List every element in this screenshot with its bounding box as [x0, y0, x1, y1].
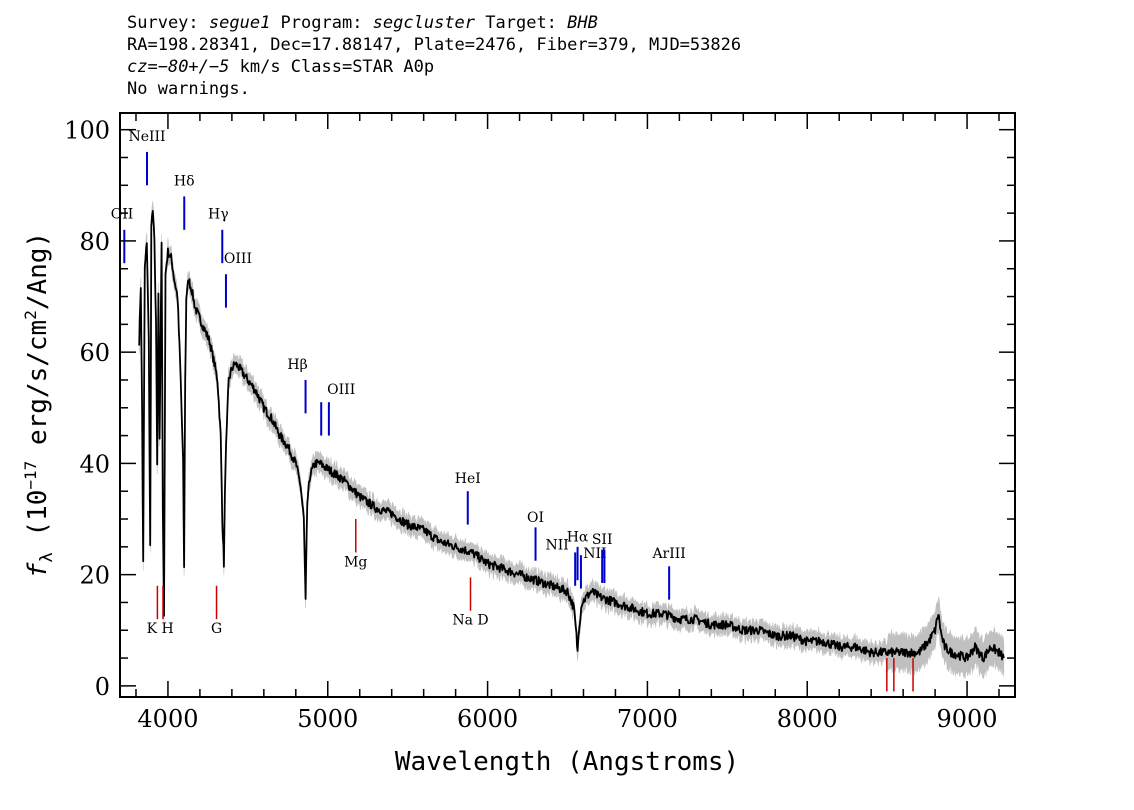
- program-value: segcluster: [372, 13, 476, 33]
- absorption-line-label: G: [211, 621, 222, 637]
- header-line-survey: Survey: segue1 Program: segcluster Targe…: [127, 12, 741, 34]
- x-tick-label: 5000: [297, 705, 358, 733]
- x-tick-label: 9000: [937, 705, 998, 733]
- emission-line-label: Hγ: [208, 207, 229, 223]
- x-axis-title: Wavelength (Angstroms): [395, 747, 739, 777]
- y-tick-label: 20: [79, 562, 110, 590]
- emission-line-label: Hβ: [287, 357, 307, 373]
- y-title-ang: /Ang): [23, 232, 53, 310]
- spectrum-header: Survey: segue1 Program: segcluster Targe…: [127, 12, 741, 100]
- emission-line-label: NII: [583, 546, 606, 562]
- spectrum-series: [138, 210, 1005, 663]
- emission-line-label: OIII: [224, 251, 252, 267]
- cz-class: km/s Class=STAR A0p: [229, 57, 435, 77]
- target-value: BHB: [567, 13, 598, 33]
- spectral-line-markers: OIINeIIIHδHγOIIIHβOIIIHeIOINIIHαNIISIIAr…: [111, 129, 914, 692]
- emission-line-label: Hδ: [174, 173, 195, 189]
- survey-label: Survey:: [127, 13, 209, 33]
- absorption-line-label: Mg: [344, 554, 367, 570]
- x-tick-label: 8000: [777, 705, 838, 733]
- emission-line-label: HeI: [455, 471, 481, 487]
- emission-line-label: OI: [527, 510, 544, 526]
- error-band: [138, 201, 1005, 680]
- cz-value: −80+/−5: [157, 57, 230, 77]
- emission-line-label: OIII: [327, 382, 355, 398]
- spectrum-line: [138, 210, 1005, 663]
- header-line-warnings: No warnings.: [127, 79, 250, 99]
- error-band-area: [138, 201, 1005, 680]
- target-label: Target:: [475, 13, 568, 33]
- header-line-redshift: cz=−80+/−5 km/s Class=STAR A0p: [127, 56, 741, 78]
- y-tick-label: 60: [79, 339, 110, 367]
- y-title-f: f: [23, 562, 53, 578]
- y-tick-label: 80: [79, 228, 110, 256]
- emission-line-label: OII: [111, 207, 134, 223]
- plot-frame: [119, 112, 1016, 698]
- axis-ticks: 4000 5000 6000 7000 8000 9000 0 20 40 60 80 100: [64, 113, 1015, 733]
- y-tick-label: 40: [79, 450, 110, 478]
- y-axis-title: fλ (10−17 erg/s/cm2/Ang): [21, 232, 57, 578]
- emission-line-label: ArIII: [651, 546, 685, 562]
- header-line-coords: RA=198.28341, Dec=17.88147, Plate=2476, …: [127, 35, 742, 55]
- cz-label: cz=: [127, 57, 158, 77]
- y-title-exp: −17: [21, 461, 40, 490]
- absorption-line-label: Na D: [452, 613, 488, 629]
- emission-line-label: NeIII: [128, 129, 165, 145]
- y-tick-label: 0: [95, 673, 110, 701]
- y-title-lambda: λ: [37, 552, 57, 562]
- emission-line-label: NII: [546, 538, 569, 554]
- y-title-units: erg/s/cm: [23, 320, 53, 461]
- survey-value: segue1: [208, 13, 271, 33]
- x-tick-label: 6000: [457, 705, 518, 733]
- y-title-sq: 2: [21, 310, 40, 320]
- y-title-scale: (10: [23, 490, 53, 553]
- absorption-line-label: K H: [147, 621, 174, 637]
- program-label: Program:: [270, 13, 373, 33]
- emission-line-label: Hα: [567, 529, 589, 545]
- x-tick-label: 4000: [137, 705, 198, 733]
- y-tick-label: 100: [64, 117, 110, 145]
- x-tick-label: 7000: [617, 705, 678, 733]
- emission-line-label: SII: [592, 532, 613, 548]
